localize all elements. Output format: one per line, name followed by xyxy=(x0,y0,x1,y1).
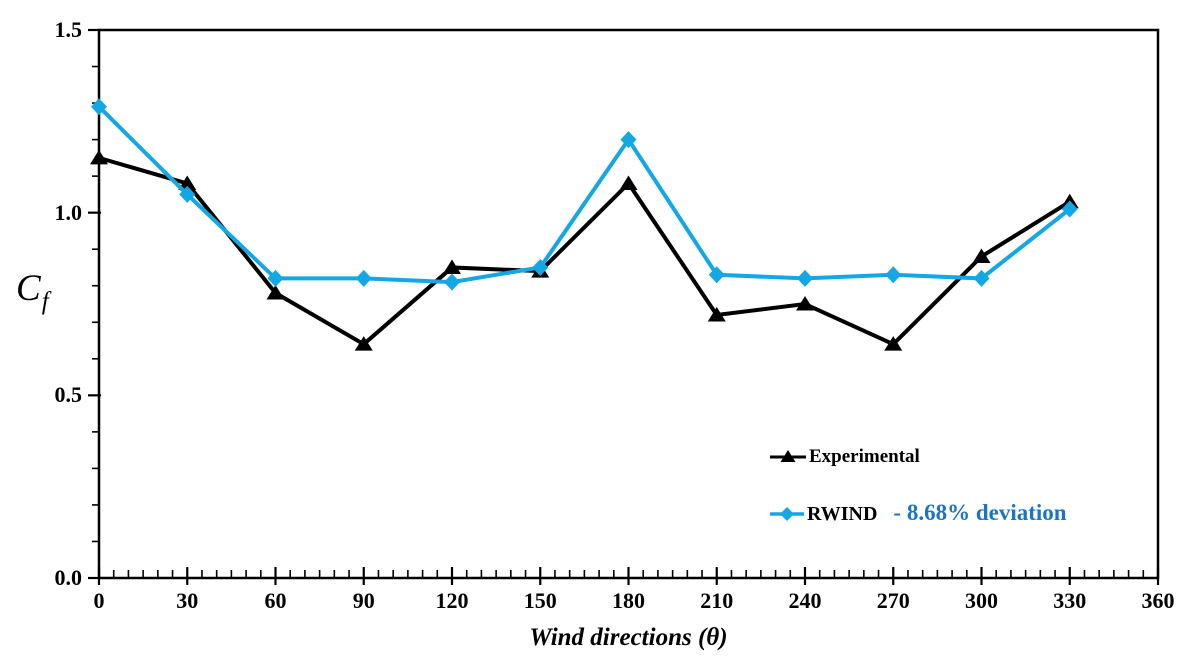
x-tick-label: 60 xyxy=(264,588,287,613)
series-rwind xyxy=(91,98,1078,291)
x-tick-label: 0 xyxy=(93,588,105,613)
x-tick-label: 210 xyxy=(700,588,734,613)
x-axis-label: Wind directions (θ) xyxy=(529,624,728,651)
legend-deviation-text: - 8.68% deviation xyxy=(893,500,1067,525)
y-axis-label: Cf xyxy=(16,268,49,314)
y-tick-label: 1.5 xyxy=(54,17,83,42)
y-tick-label: 1.0 xyxy=(54,199,83,225)
x-tick-label: 180 xyxy=(612,588,645,613)
x-tick-label: 120 xyxy=(435,588,469,613)
x-tick-label: 300 xyxy=(965,588,998,613)
x-tick-label: 240 xyxy=(788,588,822,613)
x-tick-label: 270 xyxy=(876,588,910,613)
y-tick-label: 0.5 xyxy=(54,382,83,408)
y-axis-label-symbol: C xyxy=(16,268,41,309)
experimental-line-triangle-marker-icon xyxy=(770,450,806,462)
legend-entry-experimental: Experimental xyxy=(770,446,1067,468)
x-tick-label: 30 xyxy=(176,588,199,613)
legend: Experimental RWIND - 8.68% deviation xyxy=(770,446,1067,527)
y-tick-label: 0.0 xyxy=(54,565,83,590)
legend-label-rwind: RWIND xyxy=(807,502,878,525)
x-tick-label: 360 xyxy=(1141,588,1175,613)
rwind-line-diamond-marker-icon xyxy=(770,507,804,521)
legend-label-experimental: Experimental xyxy=(809,446,920,467)
x-tick-label: 90 xyxy=(352,588,375,613)
x-tick-label: 330 xyxy=(1053,588,1087,613)
series-experimental xyxy=(90,149,1079,351)
legend-entry-rwind: RWIND - 8.68% deviation xyxy=(770,500,1067,527)
x-tick-label: 150 xyxy=(523,588,557,613)
y-axis-label-subscript: f xyxy=(41,288,49,315)
